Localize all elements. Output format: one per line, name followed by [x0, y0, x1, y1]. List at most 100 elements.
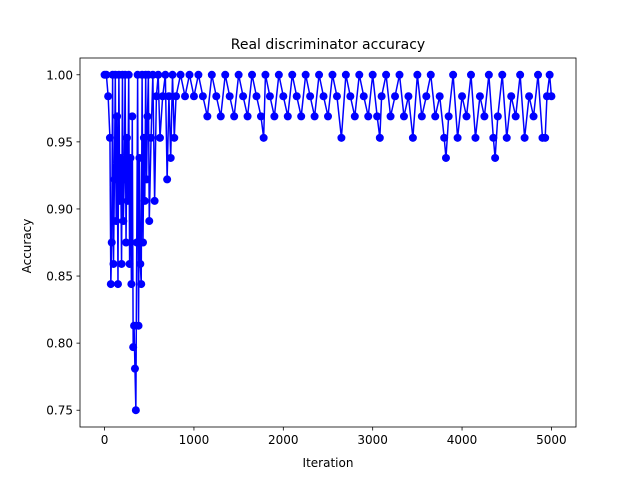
data-point — [324, 112, 332, 121]
data-point — [176, 70, 185, 79]
data-point — [475, 92, 484, 101]
data-point — [136, 259, 145, 268]
data-point — [413, 70, 422, 79]
data-point — [417, 112, 426, 121]
data-point — [221, 70, 230, 79]
data-point — [458, 92, 467, 101]
y-tick-label: 0.95 — [46, 135, 73, 149]
data-point — [158, 92, 167, 101]
data-point — [525, 92, 534, 101]
data-point — [502, 133, 511, 142]
data-point — [120, 175, 129, 184]
data-point — [484, 70, 493, 79]
data-point — [332, 92, 341, 101]
data-point — [498, 70, 507, 79]
data-point — [511, 112, 520, 121]
data-point — [119, 217, 128, 226]
y-tick-label: 1.00 — [46, 68, 73, 82]
y-tick-label: 0.85 — [46, 270, 73, 284]
data-point — [172, 92, 181, 101]
data-point — [113, 280, 122, 289]
data-point — [194, 70, 203, 79]
data-point — [139, 238, 148, 247]
data-point — [166, 153, 175, 162]
x-axis-label: Iteration — [303, 456, 354, 470]
data-point — [462, 112, 471, 121]
data-point — [507, 92, 516, 101]
data-point — [142, 175, 151, 184]
data-point — [152, 92, 161, 101]
data-point — [203, 112, 212, 121]
data-point — [131, 406, 140, 415]
data-point — [164, 92, 173, 101]
data-point — [440, 133, 449, 142]
data-point — [399, 112, 408, 121]
data-point — [377, 92, 386, 101]
data-point — [520, 133, 529, 142]
data-point — [491, 153, 500, 162]
data-point — [301, 70, 310, 79]
data-point — [102, 70, 111, 79]
data-point — [444, 112, 453, 121]
x-tick-label: 0 — [101, 433, 109, 447]
data-point — [234, 70, 243, 79]
data-point — [265, 92, 274, 101]
data-point — [350, 112, 359, 121]
data-point — [109, 259, 118, 268]
data-point — [107, 238, 116, 247]
x-tick-label: 1000 — [179, 433, 210, 447]
data-point — [252, 92, 261, 101]
data-point — [364, 112, 373, 121]
data-point — [116, 153, 125, 162]
data-point — [126, 153, 135, 162]
data-point — [139, 133, 148, 142]
plot-frame — [79, 57, 577, 428]
data-point — [170, 133, 179, 142]
data-point — [259, 133, 268, 142]
data-point — [516, 70, 525, 79]
data-point — [125, 259, 134, 268]
data-point — [113, 112, 122, 121]
data-point — [471, 133, 480, 142]
data-point — [310, 112, 319, 121]
data-point — [212, 92, 221, 101]
data-point — [207, 70, 216, 79]
data-point — [115, 196, 124, 205]
axes-group: 0 1000 2000 3000 4000 5000 0.75 0.80 0.85 0.90 0.9… — [46, 57, 577, 447]
data-point — [198, 92, 207, 101]
data-point — [408, 133, 417, 142]
data-point — [112, 217, 121, 226]
series-line — [104, 74, 553, 411]
data-point — [230, 112, 239, 121]
data-point — [129, 343, 138, 352]
data-point — [292, 92, 301, 101]
data-point — [534, 70, 543, 79]
data-point — [243, 112, 252, 121]
data-point — [168, 70, 177, 79]
y-axis-label: Accuracy — [20, 219, 34, 274]
data-point — [163, 175, 172, 184]
series-group — [100, 70, 556, 415]
data-point — [161, 70, 170, 79]
data-point — [547, 92, 556, 101]
data-point — [529, 112, 538, 121]
data-point — [493, 112, 502, 121]
y-tick-label: 0.75 — [46, 404, 73, 418]
data-point — [297, 112, 306, 121]
data-point — [104, 92, 113, 101]
data-point — [123, 196, 132, 205]
data-point — [106, 280, 115, 289]
data-point — [319, 92, 328, 101]
data-point — [154, 70, 163, 79]
data-point — [453, 133, 462, 142]
x-tick-label: 2000 — [268, 433, 299, 447]
data-point — [185, 70, 194, 79]
data-point — [105, 133, 114, 142]
data-point — [489, 133, 498, 142]
data-point — [134, 321, 143, 330]
data-point — [288, 70, 297, 79]
data-point — [431, 112, 440, 121]
chart-title: Real discriminator accuracy — [231, 37, 425, 53]
data-point — [143, 112, 152, 121]
